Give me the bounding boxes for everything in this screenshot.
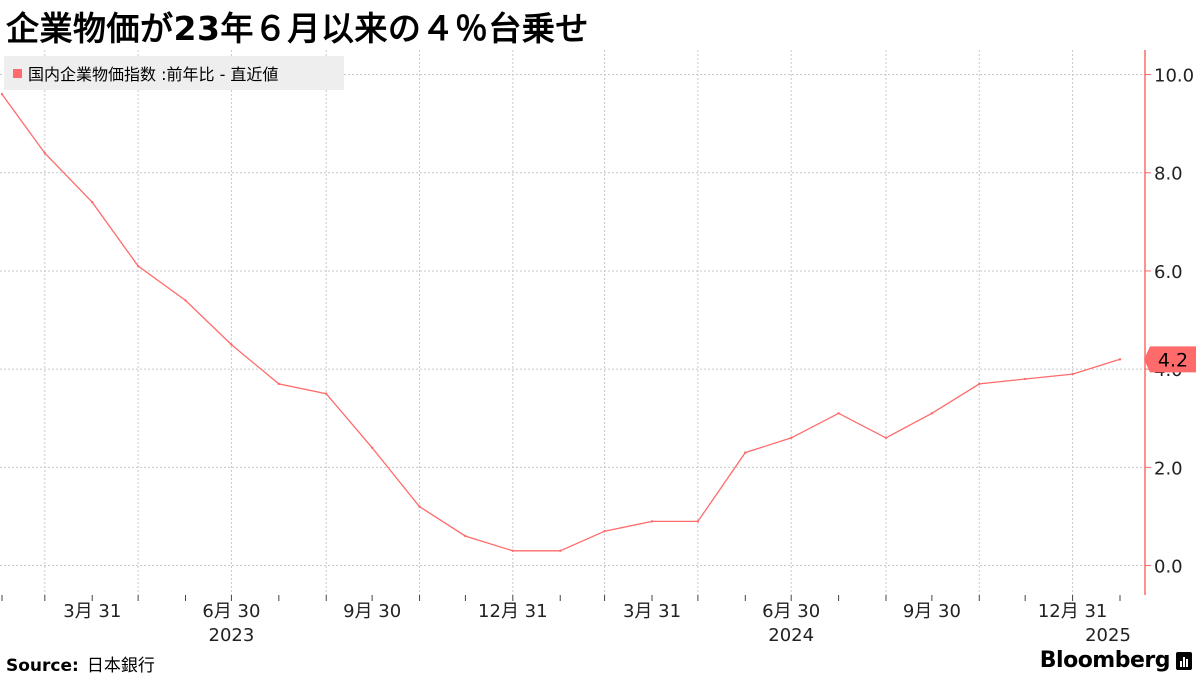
data-point [325,392,328,395]
x-year-label: 2023 [209,625,255,646]
x-tick-label: 9月 30 [343,601,401,622]
data-point [230,343,233,346]
x-tick-label: 9月 30 [903,601,961,622]
y-tick-label: 0.0 [1154,557,1183,578]
x-year-label: 2025 [1085,625,1131,646]
data-point [884,436,888,440]
data-point [1118,358,1122,361]
y-tick-label: 8.0 [1154,164,1183,185]
y-tick-label: 10.0 [1154,66,1194,87]
data-point [0,92,4,96]
data-point [511,549,515,553]
data-point [91,201,94,204]
x-tick-label: 3月 31 [63,601,121,622]
data-point [603,529,606,533]
last-value-badge [1144,346,1196,373]
data-point [650,520,654,523]
data-point [696,520,700,523]
y-tick-label: 2.0 [1154,458,1183,479]
data-point [930,412,934,415]
x-tick-label: 12月 31 [478,601,548,622]
data-point [464,534,467,538]
last-value-label: 4.2 [1158,349,1188,371]
x-tick-label: 3月 31 [623,601,681,622]
data-point [136,264,140,268]
series-line [1,93,1121,552]
data-point [789,436,793,440]
bloomberg-brand: Bloomberg [1040,648,1192,673]
data-point [978,382,981,386]
data-point [277,382,281,386]
data-point [1023,377,1027,381]
brand-name: Bloomberg [1039,648,1171,673]
chart-title: 企業物価が23年６月以来の４％台乗せ [6,9,589,48]
data-point [184,299,187,302]
data-point [1071,372,1074,376]
x-tick-label: 12月 31 [1038,601,1108,622]
data-point [370,446,374,449]
x-tick-label: 6月 30 [762,601,820,622]
legend: 国内企業物価指数 :前年比 - 直近値 [4,56,344,90]
data-point [837,412,840,415]
x-year-label: 2024 [768,625,814,646]
data-point [559,549,562,553]
source-note: Source: 日本銀行 [6,651,155,676]
legend-swatch [13,68,22,78]
x-tick-label: 6月 30 [202,601,260,622]
data-point [43,151,47,155]
data-point [418,505,421,508]
source-value: 日本銀行 [86,656,155,676]
data-point [744,451,747,454]
legend-label: 国内企業物価指数 :前年比 - 直近値 [28,65,279,84]
source-label: Source: [6,656,79,676]
y-tick-label: 6.0 [1154,262,1183,283]
bloomberg-logo-icon [1176,651,1192,670]
